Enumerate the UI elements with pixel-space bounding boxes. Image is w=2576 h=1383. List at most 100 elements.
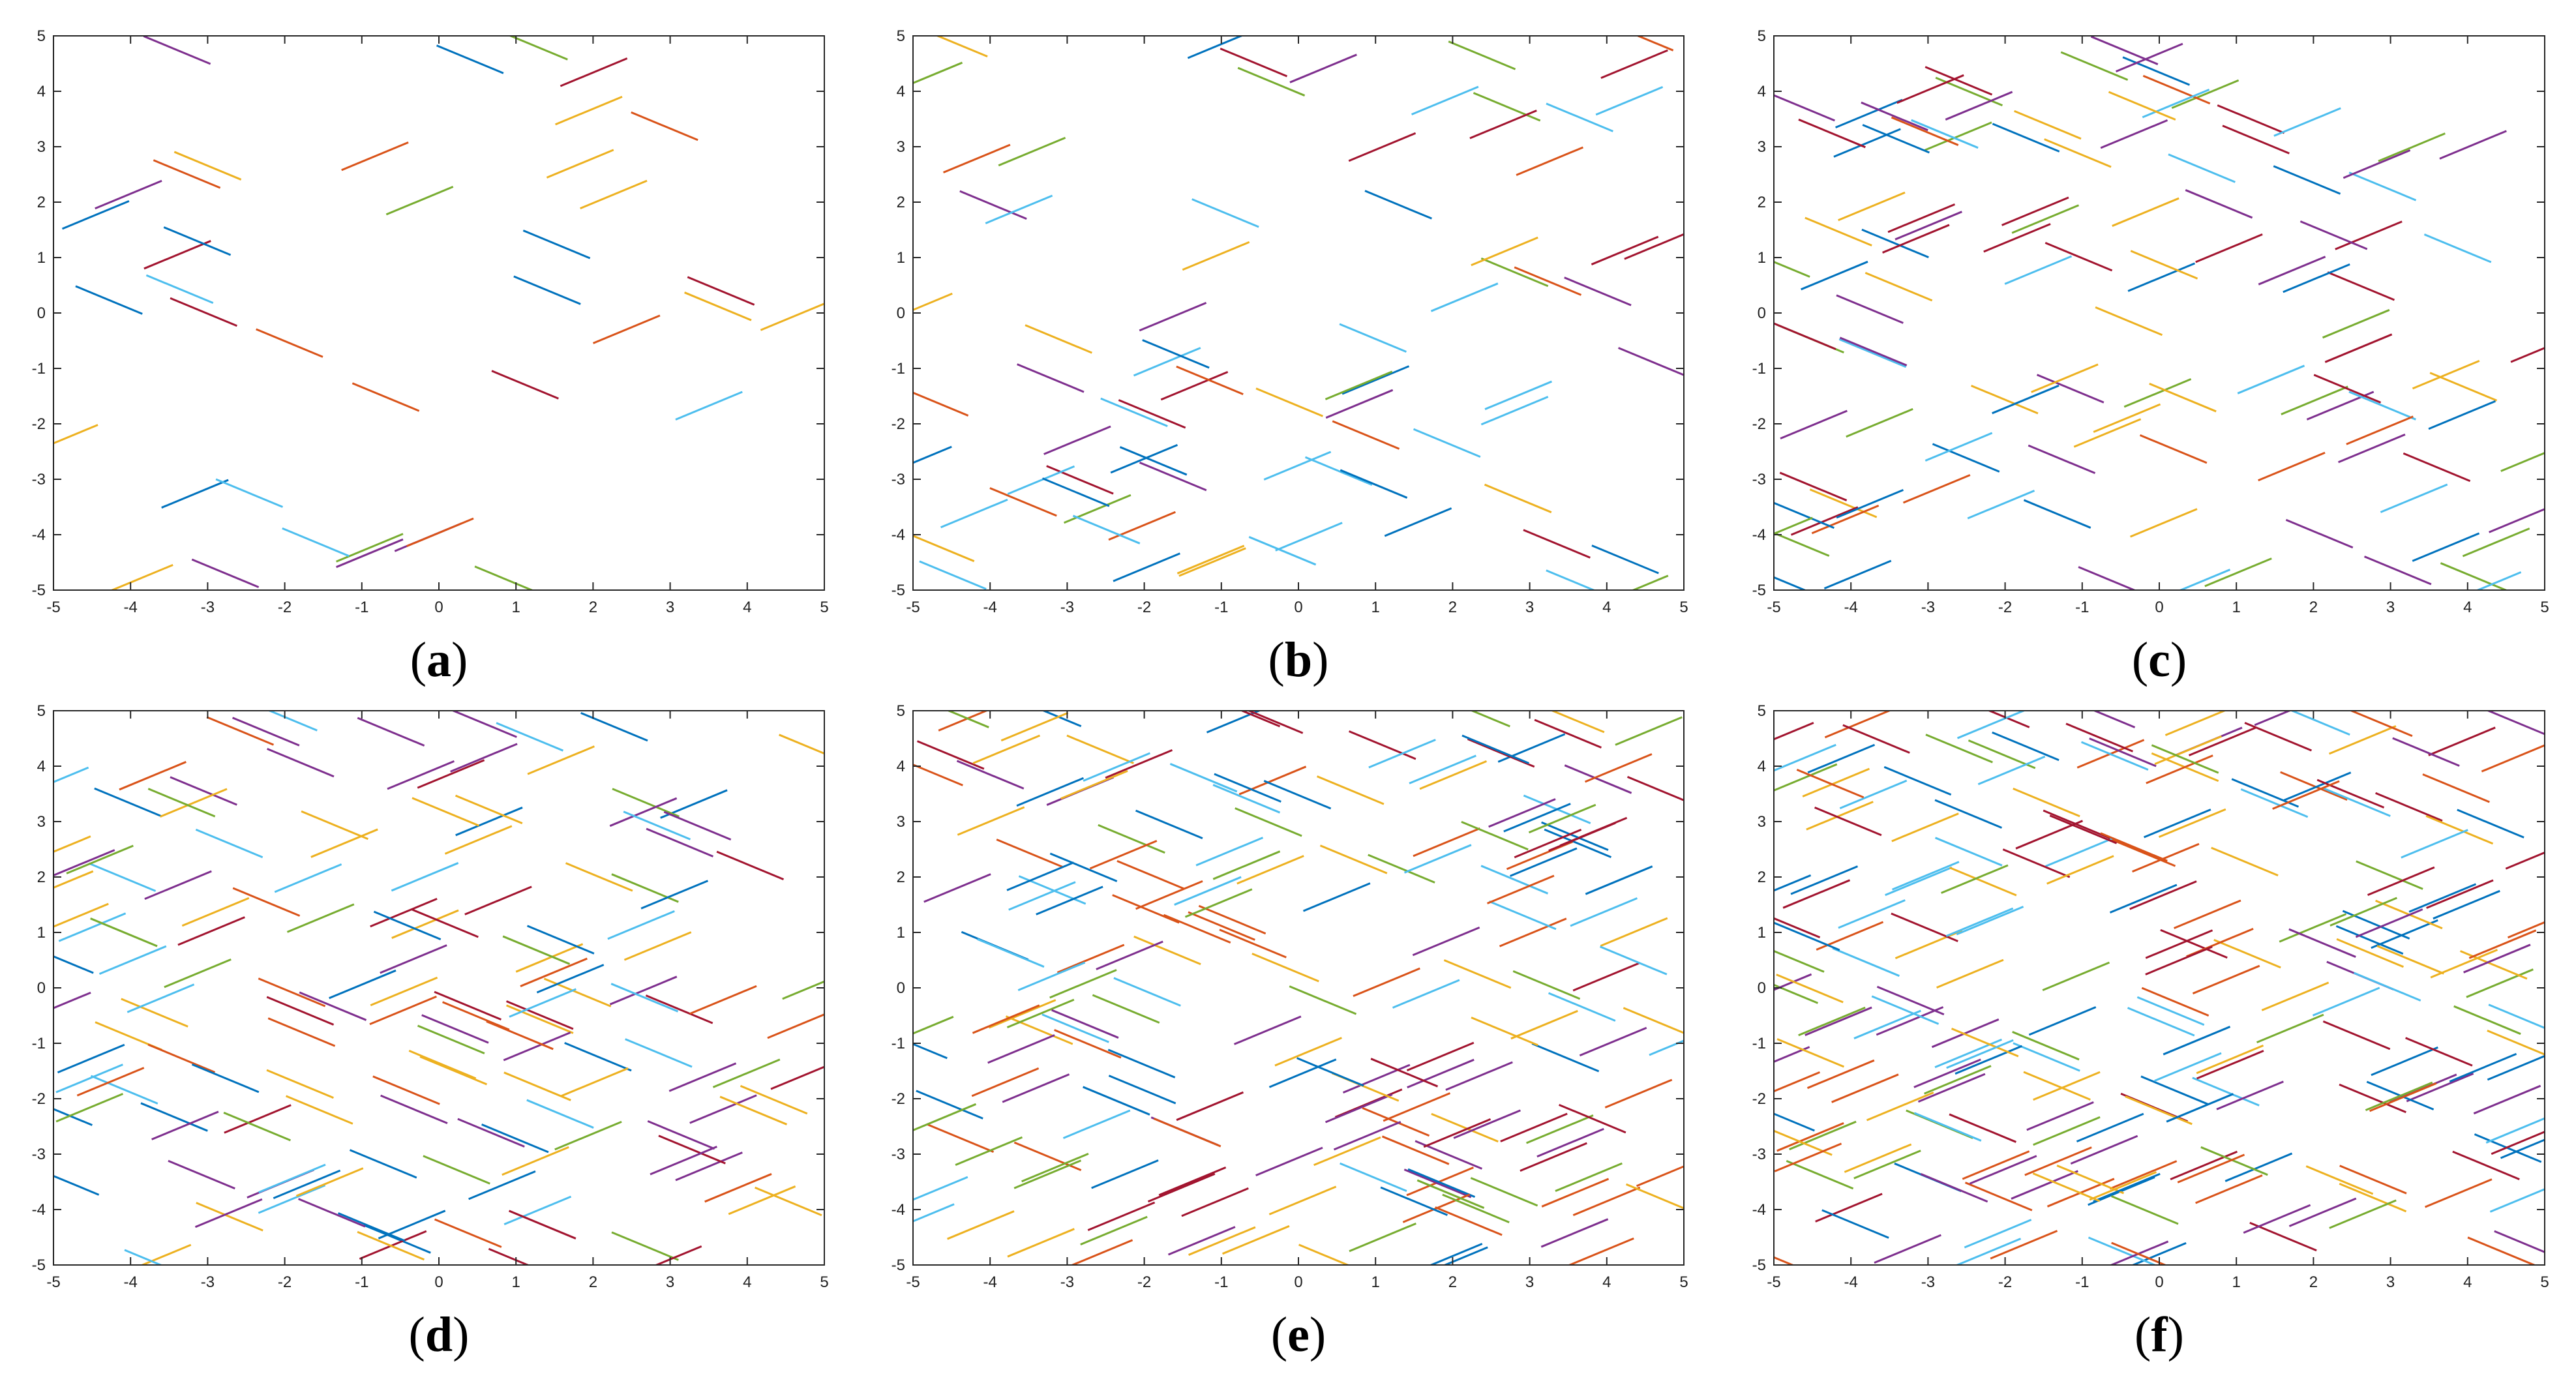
data-segment (2429, 372, 2498, 402)
data-segment (181, 897, 250, 927)
data-segment (1118, 399, 1186, 429)
chart-panel-d: -5 -4 -3 -2 -1 0 1 2 3 4 5 5 4 3 2 1 0 -1 -2 -3 -4 -5 (d) (32, 702, 829, 1362)
data-segment (1349, 1222, 1416, 1253)
data-segment (2313, 374, 2382, 404)
y-tick-label: -1 (32, 360, 46, 378)
data-segment (1969, 1155, 2037, 1185)
data-segment (919, 560, 987, 590)
panel-caption: (c) (2132, 632, 2187, 687)
data-segment (913, 1015, 954, 1035)
data-segment (1353, 967, 1420, 998)
x-tick-label: -3 (1060, 599, 1074, 616)
plot-area (913, 36, 1684, 590)
x-tick-label: -4 (983, 1273, 997, 1291)
data-segment (1853, 1150, 1921, 1180)
data-segment (66, 844, 134, 874)
data-segment (1268, 1058, 1337, 1088)
data-segment (1992, 123, 2060, 153)
data-segment (505, 1000, 574, 1030)
x-tick-label: 5 (2540, 599, 2549, 616)
data-segment (2166, 1093, 2234, 1123)
data-segment (2185, 189, 2253, 219)
data-segment (2335, 220, 2403, 250)
data-segment (2346, 415, 2414, 445)
data-segment (1142, 339, 1210, 369)
data-segment (140, 1243, 192, 1265)
data-segment (223, 1111, 292, 1142)
data-segment (1839, 779, 1908, 810)
x-tick-label: -1 (355, 1273, 368, 1291)
data-segment (505, 1004, 574, 1034)
data-segment (1891, 861, 1960, 891)
data-segment (1624, 233, 1684, 260)
data-segment (1814, 806, 1882, 837)
x-tick-label: -1 (1214, 599, 1228, 616)
data-segment (295, 1167, 364, 1197)
data-segment (1570, 897, 1638, 927)
data-segment (442, 1001, 510, 1031)
x-tick-label: -3 (1921, 1273, 1935, 1291)
data-segment (1992, 384, 2059, 415)
data-segment (913, 1043, 948, 1060)
data-segment (75, 285, 143, 315)
data-segment (1774, 743, 1836, 772)
data-segment (1006, 861, 1074, 891)
segment-group (53, 711, 824, 1265)
data-segment (2192, 1077, 2260, 1107)
caption-letter: c (2148, 632, 2170, 687)
data-segment (444, 825, 513, 855)
data-segment (2487, 1030, 2545, 1056)
data-segment (1885, 866, 1953, 897)
caption-letter: f (2151, 1307, 2168, 1362)
data-segment (1181, 1187, 1249, 1217)
data-segment (1116, 859, 1184, 890)
data-segment (645, 994, 713, 1024)
data-segment (1512, 970, 1581, 1000)
data-segment (1080, 1215, 1148, 1246)
data-segment (2489, 1188, 2545, 1213)
data-segment (2111, 1242, 2168, 1265)
data-segment (770, 1065, 824, 1090)
data-segment (1473, 92, 1541, 122)
data-segment (2356, 860, 2423, 890)
y-tick-label: 3 (897, 813, 905, 831)
data-segment (959, 190, 1027, 220)
data-segment (450, 743, 518, 773)
data-segment (2285, 518, 2354, 549)
data-segment (436, 44, 504, 74)
data-segment (1544, 828, 1612, 858)
data-segment (2272, 780, 2340, 810)
data-segment (658, 1135, 726, 1165)
data-segment (121, 998, 188, 1028)
data-segment (502, 1146, 569, 1176)
segment-group (913, 711, 1684, 1265)
data-segment (2339, 1165, 2407, 1195)
data-segment (1925, 121, 1992, 151)
data-segment (2273, 107, 2341, 137)
data-segment (1407, 1058, 1475, 1089)
data-segment (1049, 852, 1118, 882)
data-segment (1865, 272, 1933, 302)
data-segment (1534, 719, 1602, 749)
data-segment (1340, 469, 1408, 499)
data-segment (2453, 1005, 2521, 1035)
data-segment (349, 1149, 417, 1179)
y-tick-label: -5 (1752, 1257, 1766, 1274)
data-segment (2123, 378, 2192, 408)
x-tick-label: 0 (1294, 1273, 1302, 1291)
data-segment (1832, 947, 1900, 977)
data-segment (1480, 865, 1549, 895)
data-segment (509, 988, 577, 1018)
data-segment (224, 1104, 292, 1134)
chart-panel-f: -5 -4 -3 -2 -1 0 1 2 3 4 5 5 4 3 2 1 0 -1 -2 -3 -4 -5 (f) (1752, 702, 2549, 1362)
data-segment (1604, 1078, 1673, 1108)
data-segment (267, 748, 335, 778)
data-segment (2312, 987, 2380, 1017)
data-segment (1636, 1165, 1684, 1187)
data-segment (215, 478, 284, 508)
data-segment (1383, 1092, 1451, 1122)
data-segment (1883, 766, 1952, 796)
y-tick-label: 3 (1758, 138, 1766, 156)
data-segment (1520, 1142, 1587, 1172)
data-segment (299, 991, 367, 1021)
